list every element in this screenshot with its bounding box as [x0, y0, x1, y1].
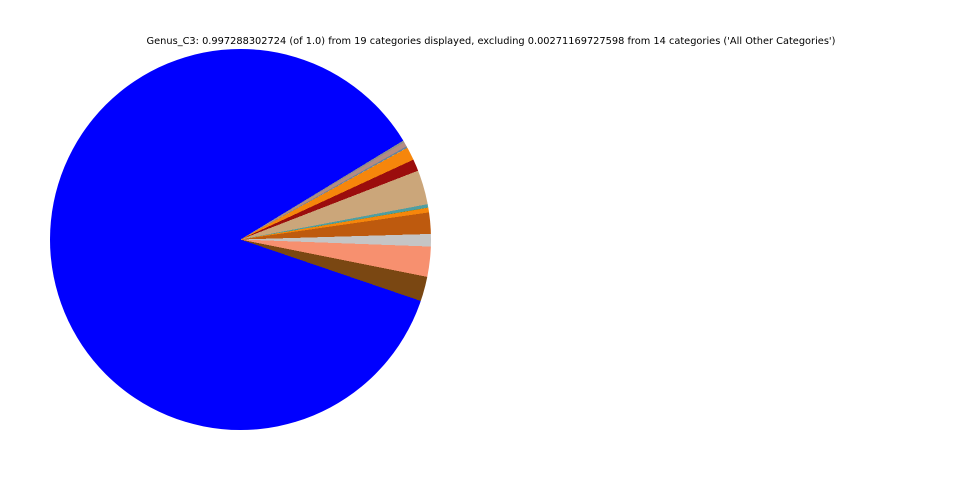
chart-title: Genus_C3: 0.997288302724 (of 1.0) from 1…: [146, 36, 836, 47]
pie-chart: [50, 49, 431, 430]
